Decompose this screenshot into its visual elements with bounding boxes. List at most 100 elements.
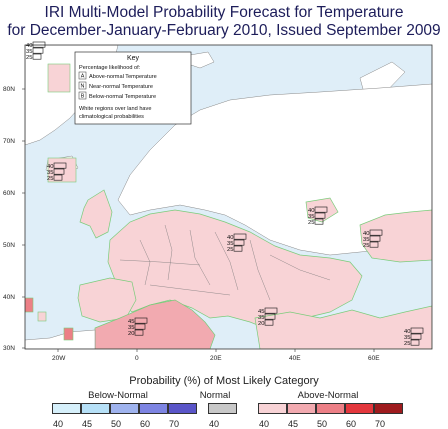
- legend-swatch-below-normal: [139, 403, 168, 414]
- legend-swatch-below-normal: [81, 403, 110, 414]
- legend-tick-above-normal: 50: [316, 419, 327, 429]
- lat-label-50n: 50N: [3, 242, 15, 249]
- legend-swatch-below-normal: [52, 403, 81, 414]
- legend-tick-below-normal: 70: [168, 419, 179, 429]
- legend-tick-below-normal: 60: [139, 419, 150, 429]
- legend-title: Probability (%) of Most Likely Category: [129, 375, 319, 387]
- lon-label-20w: 20W: [52, 355, 66, 362]
- ural-above-normal-patch: [305, 197, 339, 223]
- glyph-bar: [410, 333, 422, 340]
- legend-group-above-normal: Above-Normal: [297, 390, 359, 401]
- glyph-bar: [32, 53, 42, 60]
- glyph-bar: [233, 239, 245, 246]
- glyph-value: 25: [47, 176, 53, 182]
- glyph-value: 45: [258, 309, 264, 315]
- key-box: Key Percentage likelihood of: A Above-no…: [74, 51, 192, 125]
- atlantic-above-normal-patch-1: [25, 297, 34, 313]
- glyph-value: 40: [308, 208, 314, 214]
- key-letter-a: A: [81, 74, 85, 80]
- glyph-bar: [53, 168, 65, 175]
- glyph-bar: [264, 313, 276, 320]
- glyph-value: 25: [404, 341, 410, 347]
- atlantic-above-normal-patch-3: [37, 311, 47, 322]
- glyph-value: 35: [308, 214, 314, 220]
- glyph-bar: [134, 317, 148, 324]
- lat-label-80n: 80N: [3, 86, 15, 93]
- legend-swatch-above-normal: [287, 403, 316, 414]
- glyph-bar: [264, 319, 274, 326]
- atlantic-above-normal-patch-2: [63, 327, 74, 341]
- lon-label-0: 0: [135, 355, 139, 362]
- glyph-bar: [53, 162, 67, 169]
- north-africa-above-45-region: [94, 299, 216, 349]
- glyph-value: 25: [308, 220, 314, 226]
- greenland-above-normal-patch: [47, 63, 71, 93]
- key-heading: Key: [127, 55, 140, 62]
- glyph-value: 35: [227, 241, 233, 247]
- legend-group-below-normal: Below-Normal: [88, 390, 148, 401]
- lat-label-40n: 40N: [3, 294, 15, 301]
- lat-label-30n: 30N: [3, 345, 15, 352]
- lat-label-70n: 70N: [3, 138, 15, 145]
- glyph-value: 20: [258, 321, 264, 327]
- map-title-line-2: for December-January-February 2010, Issu…: [7, 22, 441, 39]
- legend-swatch-above-normal: [316, 403, 345, 414]
- glyph-value: 35: [128, 325, 134, 331]
- legend-tick-above-normal: 70: [374, 419, 385, 429]
- key-subheading: Percentage likelihood of:: [79, 65, 141, 71]
- glyph-bar: [369, 241, 379, 248]
- glyph-bar: [410, 327, 424, 334]
- key-label-below: Below-normal Temperature: [89, 94, 156, 100]
- iceland-above-normal-patch: [47, 157, 77, 183]
- key-note-line-2: climatological probabilities: [79, 114, 144, 120]
- legend-tick-above-normal: 45: [287, 419, 298, 429]
- lat-label-60n: 60N: [3, 190, 15, 197]
- middle-east-above-normal-region: [254, 305, 432, 349]
- legend-tick-below-normal: 40: [52, 419, 63, 429]
- europe-above-normal-region: [107, 209, 363, 331]
- country-borders: [119, 224, 331, 301]
- glyph-value: 35: [47, 170, 53, 176]
- central-asia-above-normal-region: [359, 209, 432, 263]
- legend-tick-below-normal: 45: [81, 419, 92, 429]
- map-title-line-1: IRI Multi-Model Probability Forecast for…: [44, 4, 404, 21]
- legend-swatch-above-normal: [258, 403, 287, 414]
- legend-tick-above-normal: 60: [345, 419, 356, 429]
- legend-swatch-below-normal: [110, 403, 139, 414]
- lon-ticks: [57, 349, 375, 352]
- glyph-value: 25: [227, 247, 233, 253]
- glyph-bar: [134, 329, 144, 336]
- glyph-value: 35: [404, 335, 410, 341]
- legend-swatch-below-normal: [168, 403, 197, 414]
- lon-label-60e: 60E: [368, 355, 380, 362]
- legend-group-normal: Normal: [199, 390, 231, 401]
- glyph-value: 40: [363, 231, 369, 237]
- key-note-line-1: White regions over land have: [79, 106, 151, 112]
- key-letter-n: N: [81, 84, 85, 90]
- legend-swatch-normal: [208, 403, 237, 414]
- lat-ticks: [22, 88, 25, 349]
- glyph-value: 35: [258, 315, 264, 321]
- glyph-bar: [314, 212, 326, 219]
- glyph-bar: [233, 245, 243, 252]
- glyph-bar: [134, 323, 146, 330]
- glyph-value: 45: [128, 319, 134, 325]
- glyph-value: 40: [47, 164, 53, 170]
- glyph-value: 25: [26, 55, 32, 61]
- glyph-value: 40: [404, 329, 410, 335]
- glyph-bar: [314, 218, 324, 225]
- glyph-bar: [264, 307, 278, 314]
- legend-swatch-above-normal: [374, 403, 403, 414]
- glyph-bar: [53, 174, 63, 181]
- glyph-value: 35: [363, 237, 369, 243]
- british-isles-landmass: [79, 189, 113, 239]
- key-letter-b: B: [81, 94, 85, 100]
